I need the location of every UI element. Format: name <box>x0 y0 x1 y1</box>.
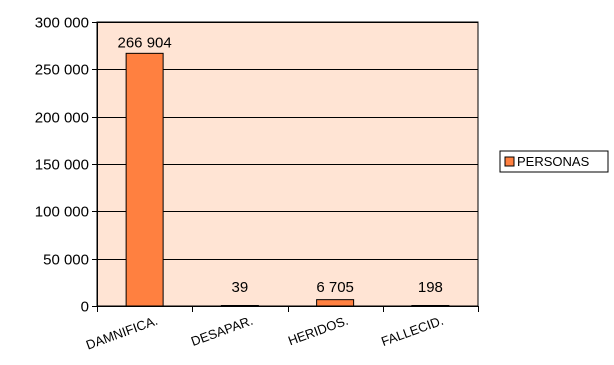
axes <box>92 22 479 312</box>
legend-box <box>499 150 609 173</box>
y-tick-label: 0 <box>81 299 89 316</box>
legend-label-personas: PERSONAS <box>517 154 590 169</box>
bars <box>125 52 450 307</box>
data-label: 39 <box>232 279 249 296</box>
bar-damnifica <box>125 52 164 307</box>
y-tick-label: 150 000 <box>35 157 89 174</box>
bar-desapar <box>220 305 259 307</box>
data-label: 198 <box>418 279 443 296</box>
y-tick-label: 250 000 <box>35 62 89 79</box>
x-tick-label: FALLECID. <box>379 313 445 349</box>
legend-swatch-personas <box>504 156 515 167</box>
y-tick-label: 300 000 <box>35 15 89 32</box>
data-label: 266 904 <box>118 34 172 51</box>
y-tick-label: 200 000 <box>35 110 89 127</box>
x-tick-label: DESAPAR. <box>189 313 255 349</box>
bar-fallecid <box>411 305 450 307</box>
y-tick-label: 50 000 <box>43 252 89 269</box>
bar-heridos <box>316 299 355 307</box>
legend: PERSONAS <box>499 150 609 173</box>
x-tick-label: HERIDOS. <box>286 313 350 349</box>
y-tick-label: 100 000 <box>35 204 89 221</box>
data-label: 6 705 <box>316 279 354 296</box>
x-tick-label: DAMNIFICA. <box>84 313 160 353</box>
